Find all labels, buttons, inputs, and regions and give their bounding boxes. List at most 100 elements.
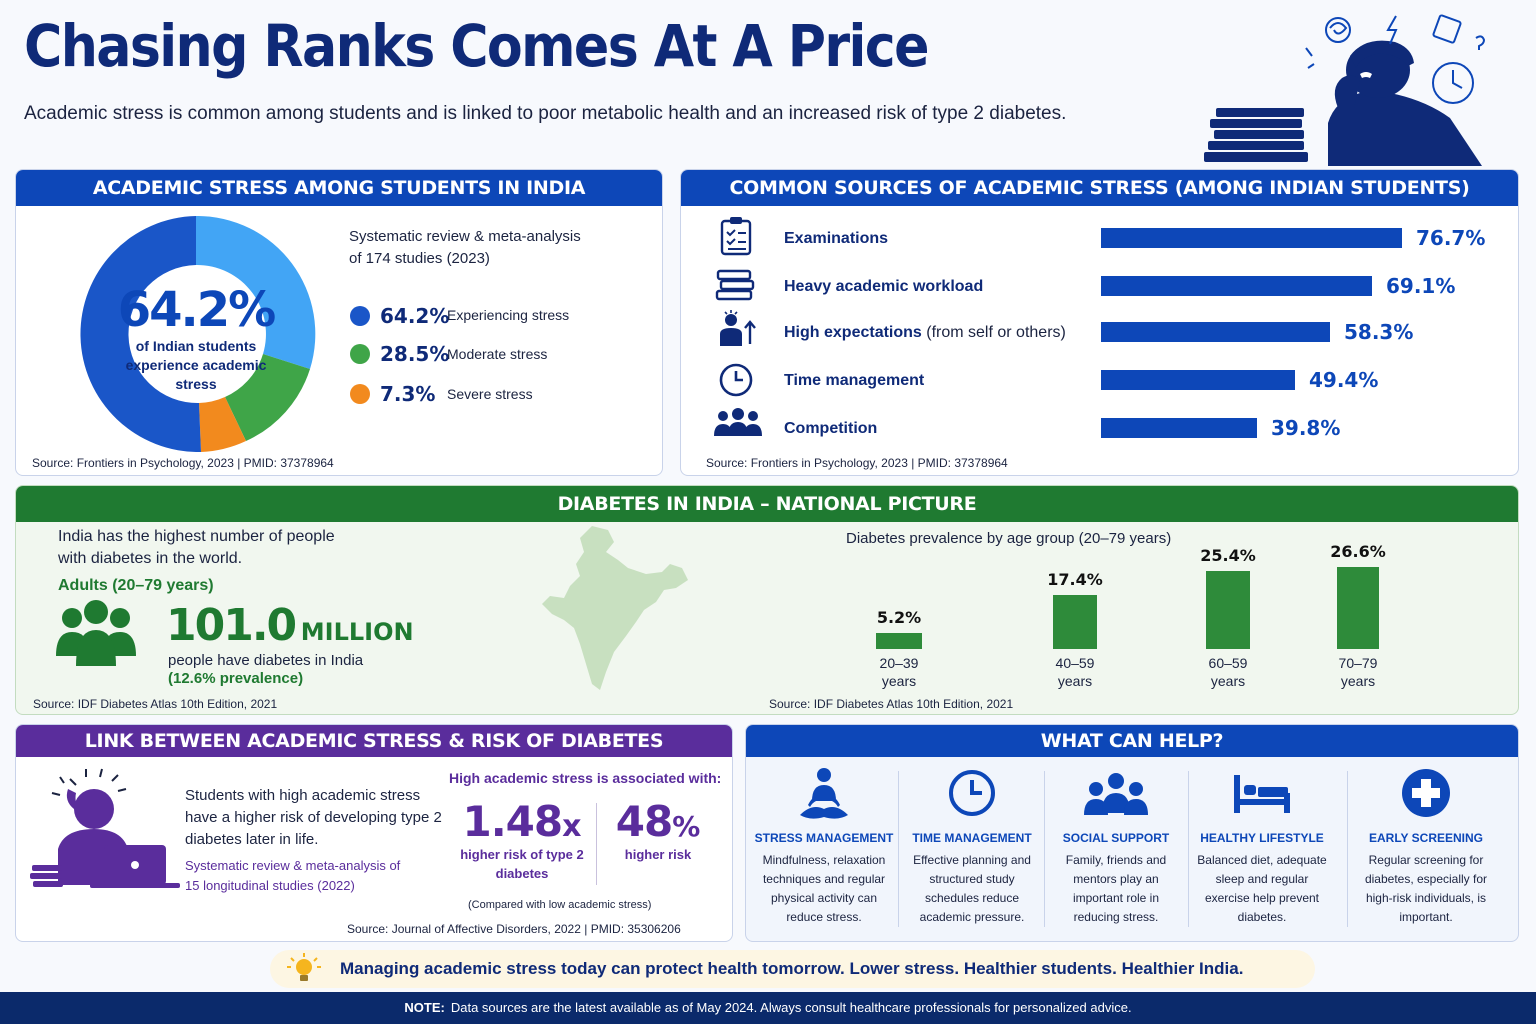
source-bar-workload (1101, 276, 1372, 296)
age-bar-4 (1337, 567, 1379, 649)
legend-value-moderate: 28.5% (380, 342, 450, 366)
stressed-student-illustration (1204, 14, 1486, 166)
stat1-unit: x (562, 809, 582, 844)
page-title: Chasing Ranks Comes At A Price (24, 12, 929, 80)
bed-icon (1234, 775, 1290, 813)
stress-big-value: 64.2% (117, 282, 277, 338)
stat2-unit: % (672, 810, 701, 843)
stress-big-caption-2: experience academic (125, 357, 267, 373)
legend-dot-experiencing (350, 306, 370, 326)
source-value-expectations: 58.3% (1344, 320, 1414, 344)
help-time-management: TIME MANAGEMENT Effective planning and s… (900, 765, 1044, 941)
legend-label-severe: Severe stress (447, 386, 533, 402)
link-assoc: High academic stress is associated with: (449, 770, 722, 786)
help-title-stress: STRESS MANAGEMENT (754, 831, 894, 845)
diabetes-panel: DIABETES IN INDIA – NATIONAL PICTURE Ind… (15, 485, 1519, 715)
legend-dot-severe (350, 384, 370, 404)
link-panel: LINK BETWEEN ACADEMIC STRESS & RISK OF D… (15, 724, 733, 942)
age-bar-category-4: 70–79 years (1338, 655, 1378, 689)
age-bar-value-2: 17.4% (1047, 570, 1103, 589)
stat2-caption: higher risk (624, 847, 692, 862)
stat1-caption-2: diabetes (495, 866, 549, 881)
stat1-block: 1.48x (448, 797, 596, 846)
source-label-examinations: Examinations (784, 230, 889, 247)
note-label: NOTE: (404, 1000, 445, 1015)
stress-donut-chart (80, 216, 316, 452)
chart-title: Diabetes prevalence by age group (20–79 … (846, 530, 1172, 547)
stressed-student-laptop-icon (30, 768, 180, 888)
group-icon (714, 408, 762, 436)
banner-text: Managing academic stress today can prote… (340, 959, 1244, 978)
source-bar-competition (1101, 418, 1257, 438)
stress-big-caption-1: of Indian students (135, 338, 257, 354)
note-text: Data sources are the latest available as… (450, 1000, 1132, 1015)
help-panel: WHAT CAN HELP? STRESS MANAGEMENT Mindful… (745, 724, 1519, 942)
source-label-workload: Heavy academic workload (784, 278, 984, 295)
stress-panel: ACADEMIC STRESS AMONG STUDENTS IN INDIA … (15, 169, 663, 476)
help-desc-screening: Regular screening for diabetes, especial… (1364, 853, 1488, 924)
diabetes-prevalence: (12.6% prevalence) (168, 670, 304, 687)
stress-source: Source: Frontiers in Psychology, 2023 | … (32, 456, 334, 470)
link-text-1: Students with high academic stress (185, 787, 421, 804)
diabetes-age-chart: 5.2% 20–39 years 17.4% 40–59 years 25.4% 60–59 y… (16, 486, 1518, 714)
diabetes-intro-2: with diabetes in the world. (58, 550, 243, 567)
diabetes-source-left: Source: IDF Diabetes Atlas 10th Edition,… (33, 697, 278, 711)
source-value-workload: 69.1% (1386, 274, 1456, 298)
medical-cross-icon (1402, 769, 1450, 817)
source-value-time: 49.4% (1309, 368, 1379, 392)
stress-study-line-2: of 174 studies (2023) (349, 250, 490, 267)
diabetes-adults-label: Adults (20–79 years) (58, 577, 214, 594)
stat1-value: 1.48 (462, 797, 564, 846)
diabetes-big-number: 101.0 MILLION (166, 600, 414, 651)
help-desc-social: Family, friends and mentors play an impo… (1065, 853, 1167, 924)
legend-value-severe: 7.3% (380, 382, 436, 406)
link-text-3: diabetes later in life. (185, 831, 319, 848)
age-bar-value-1: 5.2% (876, 608, 922, 627)
age-bar-1 (876, 633, 922, 649)
help-social-support: SOCIAL SUPPORT Family, friends and mento… (1044, 765, 1188, 941)
help-title-social: SOCIAL SUPPORT (1062, 831, 1170, 845)
people-group-icon (1084, 773, 1148, 815)
sources-panel: COMMON SOURCES OF ACADEMIC STRESS (AMONG… (680, 169, 1519, 476)
stat2-value: 48 (615, 797, 673, 846)
stress-panel-heading: ACADEMIC STRESS AMONG STUDENTS IN INDIA (16, 170, 662, 206)
people-icon (56, 600, 136, 666)
help-healthy-lifestyle: HEALTHY LIFESTYLE Balanced diet, adequat… (1190, 765, 1334, 941)
source-value-examinations: 76.7% (1416, 226, 1486, 250)
help-panel-heading: WHAT CAN HELP? (746, 725, 1518, 757)
donut-slice-moderate (225, 354, 310, 441)
age-bar-category-3: 60–59 years (1208, 655, 1248, 689)
diabetes-panel-heading: DIABETES IN INDIA – NATIONAL PICTURE (16, 486, 1518, 522)
age-bar-category-1: 20–39 years (879, 655, 919, 689)
footer-note: NOTE: Data sources are the latest availab… (0, 992, 1536, 1024)
help-stress-management: STRESS MANAGEMENT Mindfulness, relaxatio… (752, 765, 896, 941)
donut-slice-experiencing (196, 216, 316, 369)
lightbulb-icon (287, 953, 321, 981)
source-label-time: Time management (784, 372, 925, 389)
age-bar-value-4: 26.6% (1330, 542, 1386, 561)
age-bar-category-2: 40–59 years (1055, 655, 1095, 689)
stat1-caption-1: higher risk of type 2 (460, 847, 584, 862)
donut-slice-base (80, 216, 201, 452)
stat-divider (596, 803, 597, 885)
source-label-expectations: High expectations (from self or others) (784, 324, 1066, 341)
legend-label-experiencing: Experiencing stress (447, 307, 570, 323)
source-bar-time (1101, 370, 1295, 390)
stress-big-caption-3: stress (175, 376, 217, 392)
link-source: Source: Journal of Affective Disorders, … (347, 922, 681, 936)
sources-panel-heading: COMMON SOURCES OF ACADEMIC STRESS (AMONG… (681, 170, 1518, 206)
expectation-icon (720, 310, 756, 346)
source-bar-expectations (1101, 322, 1330, 342)
help-title-screening: EARLY SCREENING (1368, 831, 1484, 845)
help-divider (1188, 771, 1189, 927)
key-message-banner: Managing academic stress today can prote… (270, 950, 1315, 988)
link-study-1: Systematic review & meta-analysis of (185, 858, 401, 873)
help-divider (1044, 771, 1045, 927)
link-compared: (Compared with low academic stress) (468, 899, 652, 911)
clock-icon (949, 770, 995, 816)
page-subtitle: Academic stress is common among students… (24, 103, 1067, 124)
sources-source: Source: Frontiers in Psychology, 2023 | … (706, 456, 1008, 470)
source-label-competition: Competition (784, 420, 878, 437)
help-divider (1347, 771, 1348, 927)
clipboard-icon (720, 217, 752, 256)
